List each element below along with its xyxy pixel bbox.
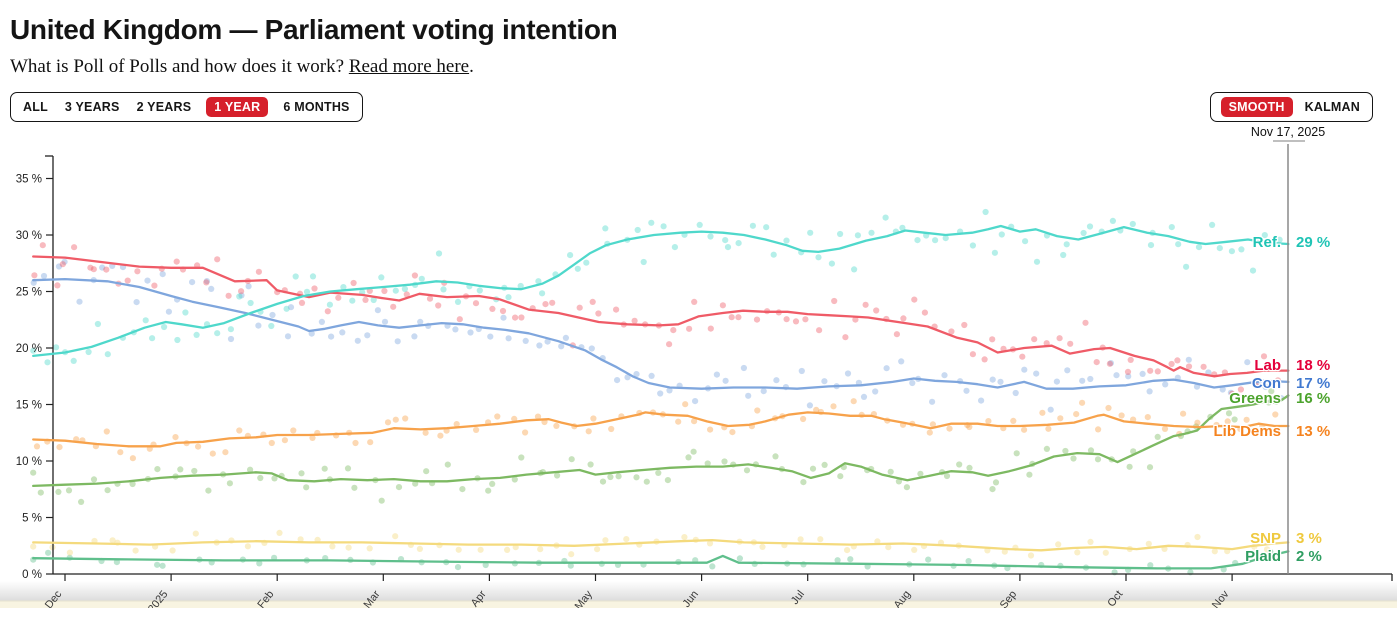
y-tick-label: 10 % xyxy=(16,456,42,468)
mode-smooth[interactable]: SMOOTH xyxy=(1220,97,1293,117)
poll-dots-layer xyxy=(30,208,1285,576)
party-value-greens: 16 % xyxy=(1296,390,1330,407)
y-tick-label: 25 % xyxy=(16,287,42,299)
party-value-con: 17 % xyxy=(1296,375,1330,392)
y-tick-label: 20 % xyxy=(16,343,42,355)
axis-label-band xyxy=(0,581,1397,601)
party-value-libdems: 13 % xyxy=(1296,423,1330,440)
bottom-cream-strip xyxy=(0,601,1397,608)
mode-group: SMOOTH KALMAN xyxy=(1209,92,1373,122)
mode-kalman[interactable]: KALMAN xyxy=(1304,100,1360,114)
poll-of-polls-chart[interactable]: 0 %5 %10 %15 %20 %25 %30 %35 %Dec 2025 Feb… xyxy=(0,124,1397,608)
time-range-2-years[interactable]: 2 YEARS xyxy=(136,100,192,114)
poll-dots-lab xyxy=(31,242,1281,397)
party-value-lab: 18 % xyxy=(1296,357,1330,374)
trend-line-snp xyxy=(32,538,1290,552)
y-tick-label: 15 % xyxy=(16,400,42,412)
trend-line-libdems xyxy=(32,411,1290,448)
trend-line-con xyxy=(32,277,1290,390)
party-label-snp: SNP xyxy=(1250,530,1281,547)
party-label-lab: Lab xyxy=(1254,357,1281,374)
party-label-libdems: Lib Dems xyxy=(1213,423,1281,440)
party-label-reform: Ref. xyxy=(1253,234,1281,251)
subtitle-period: . xyxy=(469,56,474,77)
party-label-plaid: Plaid xyxy=(1245,548,1281,565)
time-range-6-months[interactable]: 6 MONTHS xyxy=(283,100,350,114)
y-tick-label: 30 % xyxy=(16,230,42,242)
page-header: United Kingdom — Parliament voting inten… xyxy=(0,0,1397,78)
subtitle: What is Poll of Polls and how does it wo… xyxy=(10,56,1387,78)
trend-line-plaid xyxy=(32,550,1290,570)
poll-dots-greens xyxy=(30,388,1275,506)
chart-controls: ALL 3 YEARS 2 YEARS 1 YEAR 6 MONTHS SMOOTH KA… xyxy=(0,92,1397,122)
subtitle-question: What is Poll of Polls and how does it wo… xyxy=(10,56,349,77)
trend-line-reform xyxy=(32,224,1290,358)
party-label-greens: Greens xyxy=(1229,390,1281,407)
hover-date-label: Nov 17, 2025 xyxy=(1251,125,1325,139)
trend-line-greens xyxy=(32,394,1290,488)
page-title: United Kingdom — Parliament voting inten… xyxy=(10,14,618,45)
time-range-all[interactable]: ALL xyxy=(23,100,48,114)
party-value-snp: 3 % xyxy=(1296,530,1322,547)
y-tick-label: 35 % xyxy=(16,174,42,186)
poll-dots-snp xyxy=(30,529,1271,559)
party-value-plaid: 2 % xyxy=(1296,548,1322,565)
y-tick-label: 0 % xyxy=(22,569,42,581)
party-label-con: Con xyxy=(1252,375,1281,392)
time-range-1-year[interactable]: 1 YEAR xyxy=(206,97,269,117)
poll-dots-reform xyxy=(30,208,1283,366)
read-more-link[interactable]: Read more here xyxy=(348,56,470,77)
y-tick-label: 5 % xyxy=(22,513,42,525)
trend-line-lab xyxy=(32,255,1290,378)
time-range-group: ALL 3 YEARS 2 YEARS 1 YEAR 6 MONTHS xyxy=(10,92,363,122)
party-value-reform: 29 % xyxy=(1296,234,1330,251)
time-range-3-years[interactable]: 3 YEARS xyxy=(64,100,120,114)
